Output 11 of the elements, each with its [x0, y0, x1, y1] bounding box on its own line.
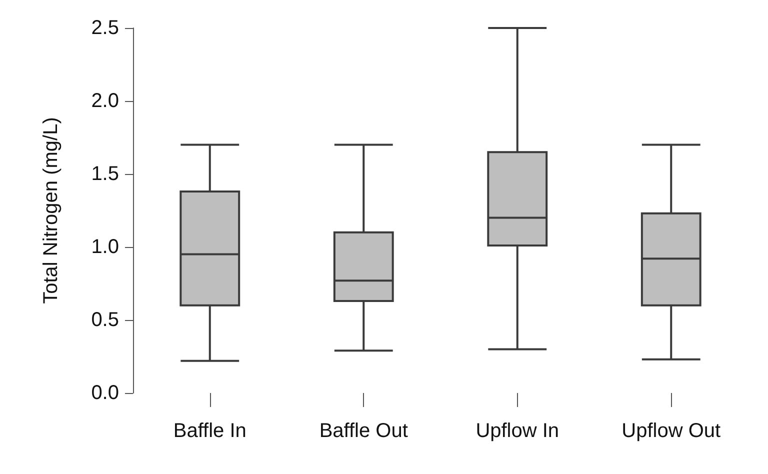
x-tick-label: Upflow In	[476, 420, 560, 442]
y-axis-title: Total Nitrogen (mg/L)	[40, 117, 62, 304]
y-tick-label: 1.0	[91, 236, 119, 258]
x-tick-label: Baffle Out	[319, 420, 408, 442]
y-tick-label: 2.0	[91, 90, 119, 112]
y-tick-label: 2.5	[91, 17, 119, 39]
y-tick-label: 1.5	[91, 163, 119, 185]
y-tick-label: 0.5	[91, 309, 119, 331]
x-tick-label: Baffle In	[173, 420, 246, 442]
x-tick-label: Upflow Out	[622, 420, 722, 442]
y-tick-label: 0.0	[91, 382, 119, 404]
